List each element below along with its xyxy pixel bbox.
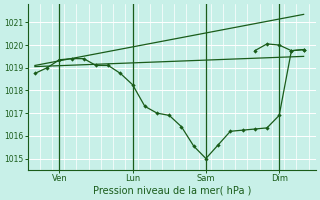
X-axis label: Pression niveau de la mer( hPa ): Pression niveau de la mer( hPa ) [92, 186, 251, 196]
